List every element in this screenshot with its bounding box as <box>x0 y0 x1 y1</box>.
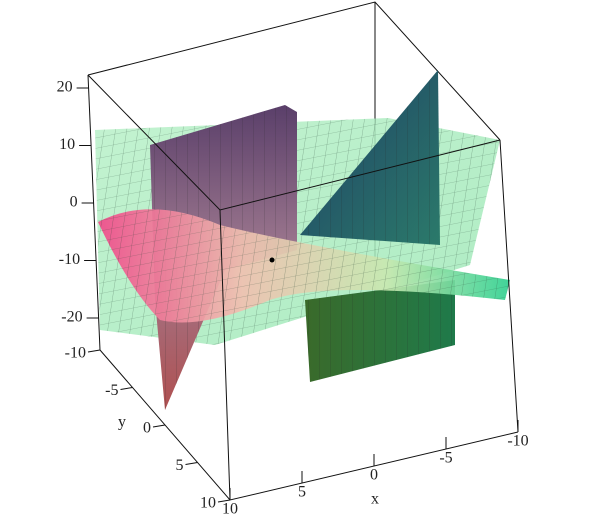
y-tick-label: -10 <box>65 345 86 362</box>
y-axis-label: y <box>118 414 126 431</box>
x-tick-label: -5 <box>439 450 452 467</box>
z-tick-label: 20 <box>57 79 73 96</box>
x-tick-label: 10 <box>222 501 238 518</box>
z-tick-label: 0 <box>70 194 78 211</box>
y-tick <box>152 424 166 428</box>
z-tick-label: -10 <box>59 251 80 268</box>
y-tick <box>217 499 231 503</box>
z-tick-label: 10 <box>59 136 75 153</box>
y-tick <box>87 349 101 353</box>
z-tick-label: -20 <box>61 309 82 326</box>
x-axis-label: x <box>371 491 379 508</box>
y-tick-label: 0 <box>143 420 151 437</box>
x-tick-label: -10 <box>507 433 528 450</box>
y-tick <box>120 387 133 390</box>
y-tick-label: 5 <box>176 457 184 474</box>
box-front <box>87 74 519 501</box>
y-tick-label: 10 <box>200 495 216 512</box>
x-tick-label: 5 <box>298 484 306 501</box>
surfaces <box>95 70 510 410</box>
y-tick-label: -5 <box>105 382 118 399</box>
y-tick <box>185 462 198 465</box>
x-tick-label: 0 <box>370 467 378 484</box>
